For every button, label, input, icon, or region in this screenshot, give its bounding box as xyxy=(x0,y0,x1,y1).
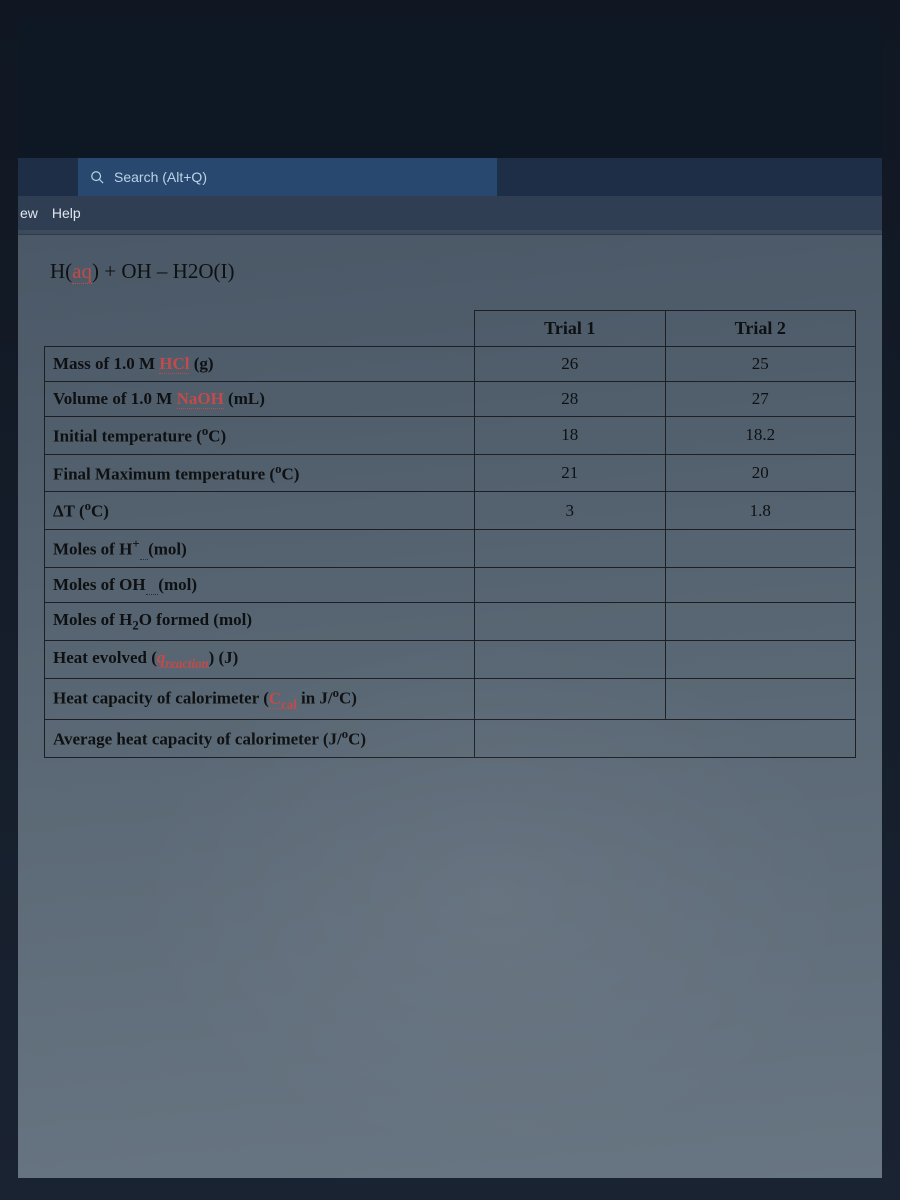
table-row: Moles of H+ (mol) xyxy=(45,529,856,567)
row-label: Moles of H2O formed (mol) xyxy=(45,602,475,640)
screen-frame: Search (Alt+Q) ew Help H(aq) + OH – H2O(… xyxy=(18,18,882,1178)
cell[interactable]: 18 xyxy=(475,417,666,455)
row-label: ΔT (oC) xyxy=(45,492,475,530)
cell[interactable] xyxy=(475,567,666,602)
cell[interactable] xyxy=(665,679,856,720)
cell[interactable]: 1.8 xyxy=(665,492,856,530)
table-row: Moles of OH (mol) xyxy=(45,567,856,602)
row-label: Moles of H+ (mol) xyxy=(45,529,475,567)
menu-item-view-cut[interactable]: ew xyxy=(18,205,52,221)
row-label: Heat capacity of calorimeter (Ccal in J/… xyxy=(45,679,475,720)
cell[interactable] xyxy=(665,641,856,679)
col-trial1: Trial 1 xyxy=(475,311,666,347)
table-row: Heat evolved (qreaction) (J) xyxy=(45,641,856,679)
cell[interactable] xyxy=(665,529,856,567)
data-table: Trial 1 Trial 2 Mass of 1.0 M HCl (g) 26… xyxy=(44,310,856,758)
cell[interactable] xyxy=(475,679,666,720)
cell-merged[interactable] xyxy=(475,720,856,758)
row-label: Initial temperature (oC) xyxy=(45,417,475,455)
row-label: Moles of OH (mol) xyxy=(45,567,475,602)
row-label: Heat evolved (qreaction) (J) xyxy=(45,641,475,679)
table-row: Heat capacity of calorimeter (Ccal in J/… xyxy=(45,679,856,720)
search-icon xyxy=(90,170,104,184)
cell[interactable] xyxy=(475,602,666,640)
table-row: Volume of 1.0 M NaOH (mL) 28 27 xyxy=(45,382,856,417)
table-row: Mass of 1.0 M HCl (g) 26 25 xyxy=(45,347,856,382)
cell[interactable]: 21 xyxy=(475,454,666,492)
document-area: H(aq) + OH – H2O(I) Trial 1 Trial 2 Mass… xyxy=(18,230,882,1178)
cell[interactable]: 27 xyxy=(665,382,856,417)
table-row: Average heat capacity of calorimeter (J/… xyxy=(45,720,856,758)
cell[interactable]: 20 xyxy=(665,454,856,492)
cell[interactable]: 25 xyxy=(665,347,856,382)
table-row: Moles of H2O formed (mol) xyxy=(45,602,856,640)
menu-bar: ew Help xyxy=(18,196,882,230)
row-label: Volume of 1.0 M NaOH (mL) xyxy=(45,382,475,417)
cell[interactable]: 18.2 xyxy=(665,417,856,455)
title-search-bar: Search (Alt+Q) xyxy=(18,158,882,196)
row-label: Final Maximum temperature (oC) xyxy=(45,454,475,492)
cell[interactable] xyxy=(665,602,856,640)
cell[interactable] xyxy=(475,529,666,567)
cell[interactable] xyxy=(475,641,666,679)
cell[interactable]: 28 xyxy=(475,382,666,417)
table-row: Final Maximum temperature (oC) 21 20 xyxy=(45,454,856,492)
search-placeholder: Search (Alt+Q) xyxy=(114,169,207,185)
equation-text: H(aq) + OH – H2O(I) xyxy=(50,259,856,284)
table-row: Initial temperature (oC) 18 18.2 xyxy=(45,417,856,455)
row-label: Mass of 1.0 M HCl (g) xyxy=(45,347,475,382)
menu-item-help[interactable]: Help xyxy=(52,205,95,221)
table-row: ΔT (oC) 3 1.8 xyxy=(45,492,856,530)
header-blank xyxy=(45,311,475,347)
search-box[interactable]: Search (Alt+Q) xyxy=(78,158,498,196)
cell[interactable]: 3 xyxy=(475,492,666,530)
cell[interactable]: 26 xyxy=(475,347,666,382)
document-page: H(aq) + OH – H2O(I) Trial 1 Trial 2 Mass… xyxy=(18,234,882,1178)
cell[interactable] xyxy=(665,567,856,602)
col-trial2: Trial 2 xyxy=(665,311,856,347)
table-header-row: Trial 1 Trial 2 xyxy=(45,311,856,347)
row-label: Average heat capacity of calorimeter (J/… xyxy=(45,720,475,758)
